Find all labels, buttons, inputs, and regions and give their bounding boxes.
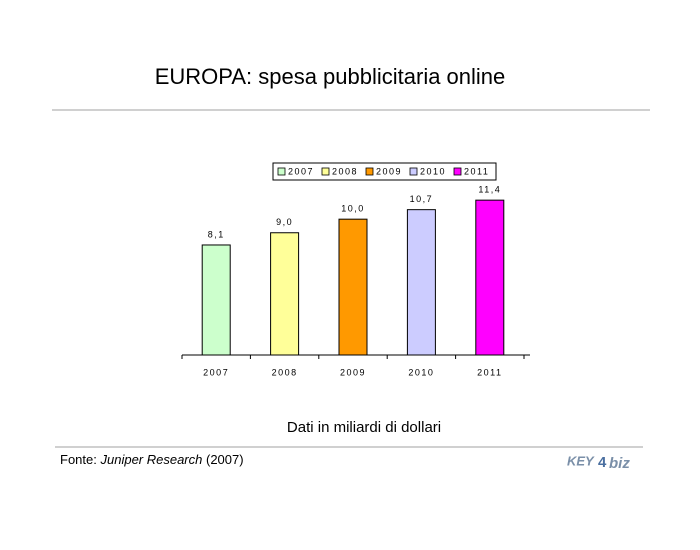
bar [475, 199, 505, 356]
legend-label: 2007 [288, 166, 314, 176]
x-tick-label: 2010 [408, 367, 434, 377]
legend-swatch [453, 167, 462, 176]
legend-label: 2008 [332, 166, 358, 176]
legend-swatch [321, 167, 330, 176]
value-label: 9,0 [276, 217, 293, 227]
value-label: 10,0 [341, 204, 365, 214]
source-name: Juniper Research [99, 452, 202, 467]
bar [406, 209, 436, 356]
legend-swatch [277, 167, 286, 176]
value-label: 8,1 [208, 229, 225, 239]
source-prefix: Fonte: [60, 452, 97, 467]
x-tick-label: 2007 [203, 367, 229, 377]
value-label: 11,4 [478, 185, 501, 195]
source-year: (2007) [206, 452, 244, 467]
legend-swatch [409, 167, 418, 176]
legend-box [272, 162, 497, 181]
logo-right: biz [609, 455, 630, 472]
bar [201, 244, 231, 356]
legend-swatch [365, 167, 374, 176]
legend-label: 2010 [420, 166, 446, 176]
logo: KEY 4 biz [567, 453, 630, 472]
chart-title: EUROPA: spesa pubblicitaria online [155, 64, 506, 89]
logo-left: KEY [567, 453, 595, 468]
x-tick-label: 2009 [340, 367, 366, 377]
legend-label: 2009 [376, 166, 402, 176]
logo-middle: 4 [598, 454, 607, 471]
x-tick-label: 2011 [477, 367, 502, 377]
source: Fonte: Juniper Research (2007) [60, 452, 244, 467]
note: Dati in miliardi di dollari [287, 419, 441, 436]
bar [270, 232, 300, 356]
value-label: 10,7 [410, 194, 434, 204]
bar [338, 218, 368, 356]
x-tick-label: 2008 [272, 367, 298, 377]
legend-label: 2011 [464, 166, 489, 176]
